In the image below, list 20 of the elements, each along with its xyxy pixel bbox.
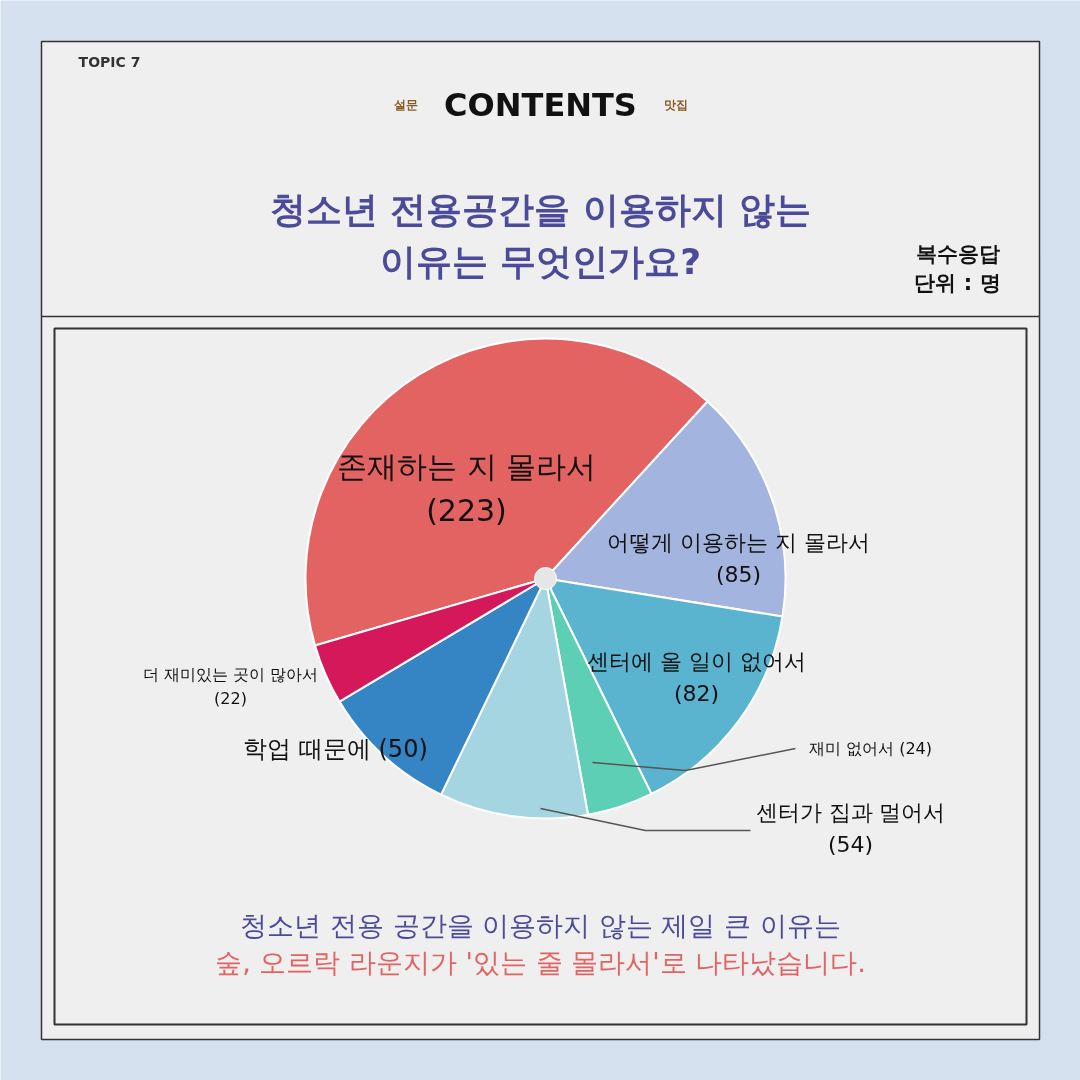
text: TOPIC 7 <box>78 53 141 70</box>
slice-label: 학업 때문에 (50) <box>243 734 428 763</box>
data-label: (82) <box>673 680 720 706</box>
slice-label: 재미 없어서 (24) <box>808 739 933 758</box>
data-label: (22) <box>214 688 247 708</box>
text: 단위 : 명 <box>914 270 1001 295</box>
text: CONTENTS <box>444 85 637 124</box>
data-label: (85) <box>715 561 762 587</box>
text: 숲, 오르락 라운지가 '있는 줄 몰라서'로 나타났습니다. <box>215 947 866 978</box>
slice-label: 존재하는 지 몰라서 <box>336 449 597 485</box>
slice-label: 센터가 집과 멀어서 <box>755 800 946 826</box>
text: 청소년 전용 공간을 이용하지 않는 제일 큰 이유는 <box>240 910 841 941</box>
slice-label: 어떻게 이용하는 지 몰라서 <box>607 530 870 556</box>
text: 맛집 <box>663 97 688 112</box>
chart-title: 청소년 전용공간을 이용하지 않는 이유는 무엇인가요? <box>269 189 812 282</box>
data-label: (223) <box>426 492 507 528</box>
data-label: (54) <box>827 831 874 857</box>
text: 설문 <box>392 97 418 112</box>
text: 복수응답 <box>915 241 1000 266</box>
slice-label: 더 재미있는 곳이 많아서 <box>142 665 319 685</box>
